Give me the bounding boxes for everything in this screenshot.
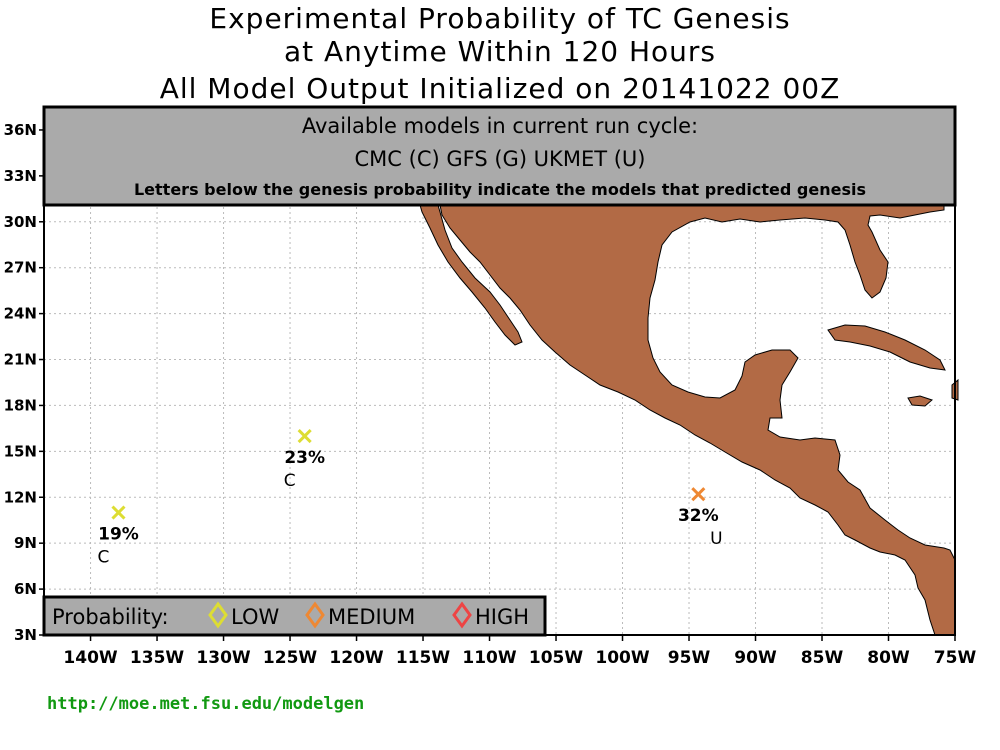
y-tick-label: 36N bbox=[4, 121, 37, 139]
x-tick-label: 135W bbox=[130, 648, 184, 668]
x-tick-label: 85W bbox=[801, 648, 844, 668]
land-masses bbox=[419, 204, 959, 636]
genesis-x-icon bbox=[691, 487, 706, 502]
title-line-3: All Model Output Initialized on 20141022… bbox=[159, 72, 841, 105]
source-url[interactable]: http://moe.met.fsu.edu/modelgen bbox=[47, 694, 365, 714]
x-tick-label: 140W bbox=[63, 648, 117, 668]
y-tick-label: 15N bbox=[4, 442, 37, 460]
info-box: Available models in current run cycle: C… bbox=[42, 105, 957, 207]
map-frame bbox=[43, 106, 956, 636]
y-tick-label: 24N bbox=[4, 305, 37, 323]
legend-label: MEDIUM bbox=[328, 605, 415, 629]
north-america-land bbox=[439, 204, 956, 636]
genesis-models: C bbox=[98, 548, 110, 568]
axis-ticks: 140W 135W 130W 125W 120W 115W 110W 105W 100W 95W 9… bbox=[4, 121, 977, 668]
y-tick-label: 6N bbox=[14, 580, 37, 598]
y-tick-label: 33N bbox=[4, 167, 37, 185]
x-tick-label: 120W bbox=[329, 648, 383, 668]
x-tick-label: 130W bbox=[196, 648, 250, 668]
genesis-x-icon bbox=[297, 428, 312, 444]
title-line-1: Experimental Probability of TC Genesis bbox=[209, 2, 791, 35]
legend-diamond-icon bbox=[208, 601, 228, 629]
y-tick-label: 21N bbox=[4, 351, 37, 369]
legend-title: Probability: bbox=[52, 605, 169, 629]
genesis-probability: 19% bbox=[98, 525, 139, 545]
genesis-models: C bbox=[284, 471, 296, 491]
x-tick-label: 100W bbox=[595, 648, 649, 668]
genesis-models: U bbox=[710, 529, 722, 549]
jamaica bbox=[907, 395, 933, 407]
genesis-probability: 23% bbox=[284, 448, 325, 468]
legend-diamond-icon bbox=[305, 601, 325, 629]
x-tick-label: 105W bbox=[529, 648, 583, 668]
baja-california bbox=[419, 204, 523, 346]
genesis-probability: 32% bbox=[678, 506, 719, 526]
genesis-point: 23% C bbox=[284, 428, 325, 491]
x-tick-label: 115W bbox=[396, 648, 450, 668]
x-tick-label: 90W bbox=[734, 648, 777, 668]
y-tick-label: 18N bbox=[4, 396, 37, 414]
legend-label: LOW bbox=[231, 605, 279, 629]
x-tick-label: 125W bbox=[263, 648, 317, 668]
genesis-point: 19% C bbox=[98, 505, 139, 568]
genesis-x-icon bbox=[111, 505, 126, 520]
legend-diamond-icon bbox=[452, 601, 472, 629]
cuba bbox=[827, 324, 946, 371]
genesis-point: 32% U bbox=[678, 487, 723, 549]
x-tick-label: 110W bbox=[462, 648, 516, 668]
x-tick-label: 95W bbox=[668, 648, 711, 668]
y-tick-label: 27N bbox=[4, 259, 37, 277]
y-tick-label: 3N bbox=[14, 626, 37, 644]
x-tick-label: 80W bbox=[867, 648, 910, 668]
y-tick-label: 9N bbox=[14, 534, 37, 552]
info-note: Letters below the genesis probability in… bbox=[134, 180, 866, 199]
title-line-2: at Anytime Within 120 Hours bbox=[283, 35, 717, 68]
legend-box: Probability: LOW MEDIUM HIGH bbox=[42, 595, 547, 637]
legend-label: HIGH bbox=[475, 605, 529, 629]
x-tick-label: 75W bbox=[934, 648, 977, 668]
info-heading: Available models in current run cycle: bbox=[302, 114, 698, 138]
y-tick-label: 30N bbox=[4, 213, 37, 231]
y-tick-label: 12N bbox=[4, 488, 37, 506]
info-models: CMC (C) GFS (G) UKMET (U) bbox=[355, 147, 646, 171]
genesis-points: 19% C 23% C 32% U bbox=[98, 428, 723, 568]
